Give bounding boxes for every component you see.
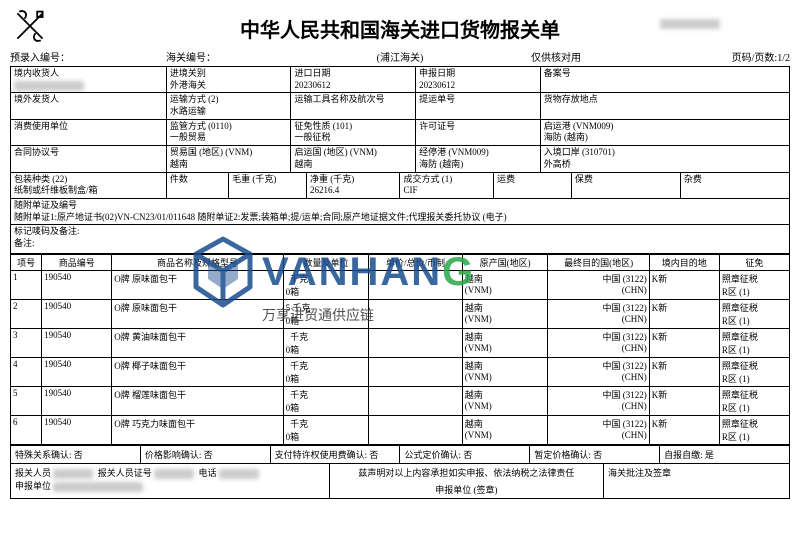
declaration-statement: 兹声明对以上内容承担如实申报、依法纳税之法律责任 <box>334 466 599 479</box>
apply-seal: 申报单位 (签章) <box>334 483 599 496</box>
departure-country-value: 越南 <box>294 159 412 171</box>
declarer-label: 报关人员 <box>15 468 51 478</box>
col-domestic: 境内目的地 <box>649 255 719 271</box>
record-no-label: 备案号 <box>544 68 786 80</box>
storage-location-label: 货物存放地点 <box>544 94 786 106</box>
trade-terms-label: 成交方式 (1) <box>403 174 489 186</box>
item-row: 2190540O牌 原味面包干5 千克0箱越南(VNM)中国 (3122)(CH… <box>11 300 790 329</box>
import-date-label: 进口日期 <box>294 68 412 80</box>
customs-sign-label: 海关批注及签章 <box>604 464 789 498</box>
item-row: 3190540O牌 黄油味面包干 千克0箱越南(VNM)中国 (3122)(CH… <box>11 329 790 358</box>
insurance-label: 保费 <box>575 174 677 186</box>
license-no-label: 许可证号 <box>419 121 537 133</box>
levy-nature-value: 一般征税 <box>294 132 412 144</box>
entry-customs-value: 外港海关 <box>170 80 288 92</box>
apply-unit-label: 申报单位 <box>15 481 51 491</box>
package-type-label: 包装种类 (22) <box>14 174 163 186</box>
declare-date-value: 20230612 <box>419 80 537 92</box>
prerecord-label: 预录入编号： <box>10 53 70 64</box>
departure-port-label: 启运港 (VNM009) <box>544 121 786 133</box>
overseas-consignor-label: 境外发货人 <box>14 94 163 106</box>
col-qty: 数量及单位 <box>283 255 369 271</box>
marks-label: 标记唛码及备注: <box>14 226 786 238</box>
trade-terms-value: CIF <box>403 185 489 197</box>
stopover-port-value: 海防 (越南) <box>419 159 537 171</box>
attachments-value: 随附单证1:原产地证书(02)VN-CN23/01/011648 随附单证2:发… <box>14 212 786 224</box>
col-price: 单价/总价/币制 <box>369 255 462 271</box>
contract-no-label: 合同协议号 <box>14 147 163 159</box>
customs-name: (浦江海关) <box>377 53 424 64</box>
royalty-confirm: 支付特许权使用费确认: 否 <box>271 446 401 463</box>
declaration-form: 境内收货人 进境关别外港海关 进口日期20230612 申报日期20230612… <box>10 66 790 173</box>
customs-logo-icon <box>12 8 48 44</box>
item-row: 6190540O牌 巧克力味面包干 千克0箱越南(VNM)中国 (3122)(C… <box>11 416 790 445</box>
bl-no-label: 提运单号 <box>419 94 537 106</box>
special-relation: 特殊关系确认: 否 <box>11 446 141 463</box>
self-declare: 自报自缴: 是 <box>660 446 789 463</box>
gross-weight-label: 毛重 (千克) <box>232 174 303 186</box>
freight-label: 运费 <box>497 174 568 186</box>
declarer-id-label: 报关人员证号 <box>98 468 152 478</box>
item-row: 4190540O牌 椰子味面包干 千克0箱越南(VNM)中国 (3122)(CH… <box>11 358 790 387</box>
item-row: 1190540O牌 原味面包干 千克0箱越南(VNM)中国 (3122)(CHN… <box>11 271 790 300</box>
footer-section: 特殊关系确认: 否 价格影响确认: 否 支付特许权使用费确认: 否 公式定价确认… <box>10 445 790 499</box>
consumer-unit-label: 消费使用单位 <box>14 121 163 133</box>
pieces-label: 件数 <box>170 174 225 186</box>
transport-mode-label: 运输方式 (2) <box>170 94 288 106</box>
formula-price: 公式定价确认: 否 <box>400 446 530 463</box>
attachments-label: 随附单证及编号 <box>14 200 786 212</box>
remarks-label: 备注: <box>14 238 786 250</box>
misc-fee-label: 杂费 <box>684 174 786 186</box>
package-type-value: 纸制或纤维板制盒/箱 <box>14 185 163 197</box>
declaration-form-row5: 包装种类 (22)纸制或纤维板制盒/箱 件数 毛重 (千克) 净重 (千克)26… <box>10 173 790 255</box>
trade-country-label: 贸易国 (地区) (VNM) <box>170 147 288 159</box>
phone-label: 电话 <box>199 468 217 478</box>
col-no: 项号 <box>11 255 42 271</box>
item-row: 5190540O牌 榴莲味面包干 千克0箱越南(VNM)中国 (3122)(CH… <box>11 387 790 416</box>
transport-mode-value: 水路运输 <box>170 106 288 118</box>
items-header-row: 项号 商品编号 商品名称及规格型号 数量及单位 单价/总价/币制 原产国(地区)… <box>11 255 790 271</box>
verify-note: 仅供核对用 <box>531 53 581 64</box>
supervise-mode-label: 监管方式 (0110) <box>170 121 288 133</box>
supervise-mode-value: 一般贸易 <box>170 132 288 144</box>
declare-date-label: 申报日期 <box>419 68 537 80</box>
levy-nature-label: 征免性质 (101) <box>294 121 412 133</box>
departure-country-label: 启运国 (地区) (VNM) <box>294 147 412 159</box>
col-dest: 最终目的国(地区) <box>548 255 649 271</box>
entry-customs-label: 进境关别 <box>170 68 288 80</box>
top-meta-bar: 预录入编号： 海关编号： (浦江海关) 仅供核对用 页码/页数:1/2 <box>10 49 790 64</box>
entry-port-label: 入境口岸 (310701) <box>544 147 786 159</box>
price-impact: 价格影响确认: 否 <box>141 446 271 463</box>
entry-port-value: 外高桥 <box>544 159 786 171</box>
vehicle-voyage-label: 运输工具名称及航次号 <box>294 94 412 106</box>
page-indicator: 页码/页数:1/2 <box>732 53 790 64</box>
col-code: 商品编号 <box>42 255 112 271</box>
customs-code-label: 海关编号： <box>166 53 216 64</box>
provisional-price: 暂定价格确认: 否 <box>530 446 660 463</box>
net-weight-value: 26216.4 <box>310 185 396 197</box>
goods-items-table: 项号 商品编号 商品名称及规格型号 数量及单位 单价/总价/币制 原产国(地区)… <box>10 254 790 445</box>
import-date-value: 20230612 <box>294 80 412 92</box>
trade-country-value: 越南 <box>170 159 288 171</box>
net-weight-label: 净重 (千克) <box>310 174 396 186</box>
consignee-label: 境内收货人 <box>14 68 163 80</box>
col-origin: 原产国(地区) <box>462 255 548 271</box>
col-name: 商品名称及规格型号 <box>112 255 283 271</box>
stopover-port-label: 经停港 (VNM009) <box>419 147 537 159</box>
col-tax: 征免 <box>719 255 789 271</box>
departure-port-value: 海防 (越南) <box>544 132 786 144</box>
